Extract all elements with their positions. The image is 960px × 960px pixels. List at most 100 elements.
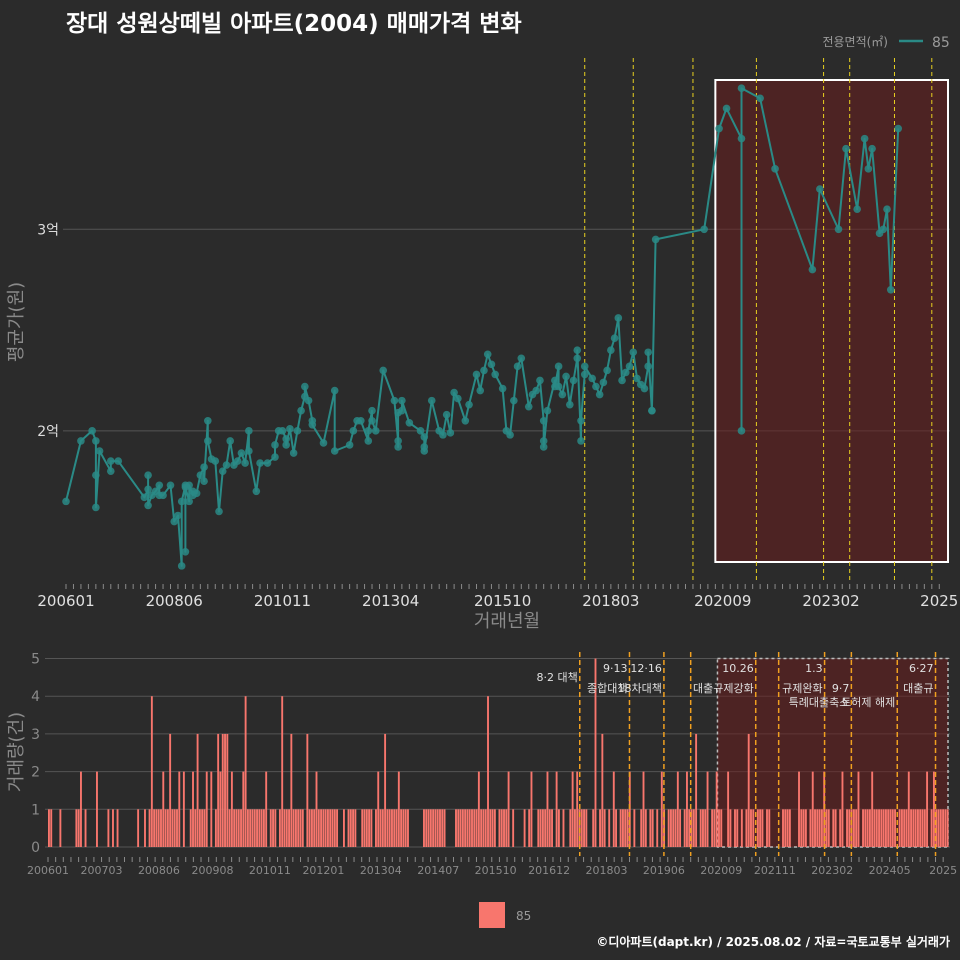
- data-point: [174, 511, 182, 520]
- volume-bar: [916, 809, 919, 847]
- volume-bar: [852, 809, 855, 847]
- data-point: [700, 225, 708, 234]
- volume-bar: [242, 771, 245, 847]
- data-point: [192, 489, 201, 498]
- volume-bar: [164, 809, 167, 847]
- volume-bar: [679, 809, 682, 847]
- volume-bar: [898, 809, 901, 847]
- volume-bar: [704, 809, 707, 847]
- data-point: [144, 501, 152, 510]
- volume-bar: [528, 809, 531, 847]
- volume-bar: [599, 809, 602, 847]
- volume-bar: [297, 809, 300, 847]
- volume-bar: [363, 809, 366, 847]
- data-point: [241, 459, 249, 467]
- volume-bar: [884, 809, 887, 847]
- data-point: [92, 503, 100, 512]
- volume-bar: [729, 809, 732, 847]
- data-point: [524, 402, 533, 411]
- x-tick-label: 201304: [362, 592, 419, 610]
- data-point: [465, 400, 473, 409]
- volume-bar: [182, 771, 185, 847]
- x-tick-label: 201011: [249, 864, 291, 877]
- volume-bar: [482, 809, 485, 847]
- volume-bar: [816, 809, 819, 847]
- volume-bar: [555, 771, 558, 847]
- volume-bar: [153, 809, 156, 847]
- x-tick-label: 2025: [929, 864, 957, 877]
- volume-bar: [539, 809, 542, 847]
- data-point: [420, 433, 429, 441]
- data-point: [498, 384, 507, 393]
- x-tick-label: 201803: [582, 592, 639, 610]
- volume-bar: [96, 771, 98, 847]
- data-point: [886, 285, 895, 294]
- volume-bar: [155, 809, 158, 847]
- volume-bar: [882, 809, 885, 847]
- policy-annotation: 종합대책: [587, 682, 627, 695]
- volume-bar: [230, 771, 233, 847]
- legend-bottom-entry: 85: [516, 909, 531, 923]
- data-point: [483, 350, 492, 359]
- volume-bar: [937, 809, 940, 847]
- volume-bar: [393, 809, 396, 847]
- data-point: [62, 497, 70, 506]
- y-tick-label: 0: [31, 840, 40, 856]
- volume-bar: [407, 809, 409, 847]
- volume-bar: [386, 809, 389, 847]
- volume-bar: [800, 809, 803, 847]
- data-point: [357, 416, 365, 425]
- volume-bar: [926, 771, 929, 847]
- volume-bar: [752, 809, 755, 847]
- volume-bar: [875, 809, 878, 847]
- volume-bar: [59, 809, 62, 847]
- volume-bar: [580, 809, 583, 847]
- volume-bar: [802, 809, 805, 847]
- volume-bar: [750, 809, 752, 847]
- volume-bar: [683, 809, 686, 847]
- data-point: [607, 346, 615, 355]
- data-point: [286, 425, 294, 433]
- data-point: [651, 235, 660, 244]
- volume-bar: [322, 809, 325, 847]
- y-axis-label: 거래량(건): [6, 712, 27, 792]
- data-point: [539, 416, 548, 425]
- volume-bar: [489, 809, 492, 847]
- volume-bar: [240, 809, 242, 847]
- data-point: [510, 396, 518, 405]
- volume-bar: [173, 809, 176, 847]
- volume-bar: [258, 809, 261, 847]
- data-point: [618, 376, 626, 385]
- volume-bar: [747, 733, 750, 847]
- volume-bar: [491, 809, 494, 847]
- volume-bar: [265, 771, 268, 847]
- volume-bar: [397, 771, 400, 847]
- data-point: [222, 461, 231, 469]
- x-tick-label: 202405: [869, 864, 911, 877]
- x-tick-label: 200908: [191, 864, 233, 877]
- volume-bar: [594, 658, 597, 847]
- data-point: [442, 410, 451, 419]
- volume-bar: [498, 809, 501, 847]
- data-point: [737, 134, 746, 143]
- volume-bar: [841, 771, 844, 847]
- volume-bar: [214, 809, 217, 847]
- volume-bar: [621, 809, 624, 847]
- volume-bar: [624, 809, 627, 847]
- volume-bar: [702, 809, 704, 847]
- volume-bar: [441, 809, 444, 847]
- volume-bar: [615, 809, 618, 847]
- volume-bar: [903, 809, 906, 847]
- data-point: [319, 439, 328, 447]
- volume-bar: [354, 809, 357, 847]
- data-point: [640, 384, 649, 393]
- data-point: [271, 453, 279, 461]
- volume-bar: [169, 733, 172, 847]
- volume-bar: [907, 771, 910, 847]
- data-point: [580, 362, 589, 371]
- volume-bar: [228, 809, 231, 847]
- volume-bar: [672, 809, 675, 847]
- policy-annotation: 6·27: [909, 662, 934, 675]
- volume-bar: [562, 809, 565, 847]
- data-point: [536, 376, 544, 385]
